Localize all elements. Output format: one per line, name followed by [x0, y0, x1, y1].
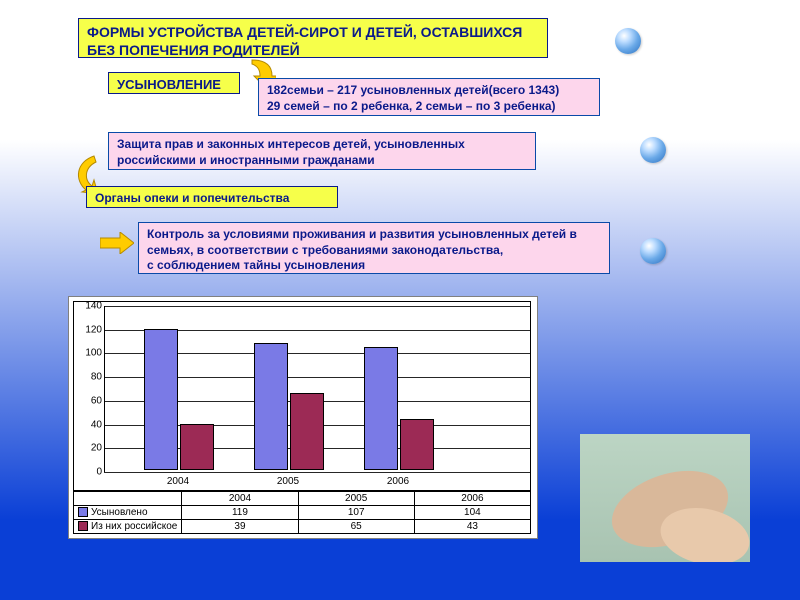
chart-ytick: 100: [85, 348, 102, 359]
table-cell: 43: [414, 520, 530, 534]
chart-ytick: 20: [91, 443, 102, 454]
title-text: ФОРМЫ УСТРОЙСТВА ДЕТЕЙ-СИРОТ И ДЕТЕЙ, ОС…: [87, 24, 522, 58]
table-cell: Усыновлено: [74, 506, 182, 520]
decor-sphere: [640, 238, 666, 264]
control-text: Контроль за условиями проживания и разви…: [147, 227, 577, 272]
table-cell: 119: [182, 506, 298, 520]
page-title: ФОРМЫ УСТРОЙСТВА ДЕТЕЙ-СИРОТ И ДЕТЕЙ, ОС…: [78, 18, 548, 58]
chart-bar: [364, 347, 398, 470]
adoption-label: УСЫНОВЛЕНИЕ: [108, 72, 240, 94]
rights-text: Защита прав и законных интересов детей, …: [117, 137, 465, 167]
organs-box: Органы опеки и попечительства: [86, 186, 338, 208]
chart-bar: [290, 393, 324, 470]
arrow-right-icon: [100, 232, 134, 259]
chart-ytick: 80: [91, 372, 102, 383]
table-cell: 65: [298, 520, 414, 534]
chart-data-table: 200420052006 Усыновлено119107104 Из них ро…: [73, 491, 531, 534]
decor-sphere: [615, 28, 641, 54]
adoption-chart: 020406080100120140200420052006 200420052…: [68, 296, 538, 539]
chart-ytick: 140: [85, 301, 102, 312]
adoption-label-text: УСЫНОВЛЕНИЕ: [117, 77, 221, 92]
chart-xlabel: 2005: [277, 476, 299, 487]
chart-ytick: 40: [91, 419, 102, 430]
table-cell: 104: [414, 506, 530, 520]
table-cell: 2006: [414, 492, 530, 506]
chart-ytick: 0: [96, 467, 102, 478]
chart-yaxis: [104, 306, 105, 472]
table-cell: 2005: [298, 492, 414, 506]
organs-text: Органы опеки и попечительства: [95, 191, 289, 205]
table-cell: 39: [182, 520, 298, 534]
chart-xlabel: 2006: [387, 476, 409, 487]
chart-ytick: 60: [91, 395, 102, 406]
table-cell: Из них российское: [74, 520, 182, 534]
chart-gridline: [104, 306, 530, 307]
adoption-stats-line1: 182семьи – 217 усыновленных детей(всего …: [267, 83, 591, 99]
chart-bar: [180, 424, 214, 470]
adoption-stats-line2: 29 семей – по 2 ребенка, 2 семьи – по 3 …: [267, 99, 591, 115]
chart-xlabel: 2004: [167, 476, 189, 487]
rights-box: Защита прав и законных интересов детей, …: [108, 132, 536, 170]
chart-ytick: 120: [85, 324, 102, 335]
table-cell: [74, 492, 182, 506]
decor-sphere: [640, 137, 666, 163]
table-cell: 2004: [182, 492, 298, 506]
chart-plot-area: 0 20 40 60 80 100 120 140 2004 2005 2006: [73, 301, 531, 491]
table-cell: 107: [298, 506, 414, 520]
chart-bar: [400, 419, 434, 470]
control-box: Контроль за условиями проживания и разви…: [138, 222, 610, 274]
chart-bar: [144, 329, 178, 470]
chart-gridline: [104, 472, 530, 473]
hands-photo: [580, 434, 750, 562]
chart-bar: [254, 343, 288, 470]
adoption-stats: 182семьи – 217 усыновленных детей(всего …: [258, 78, 600, 116]
